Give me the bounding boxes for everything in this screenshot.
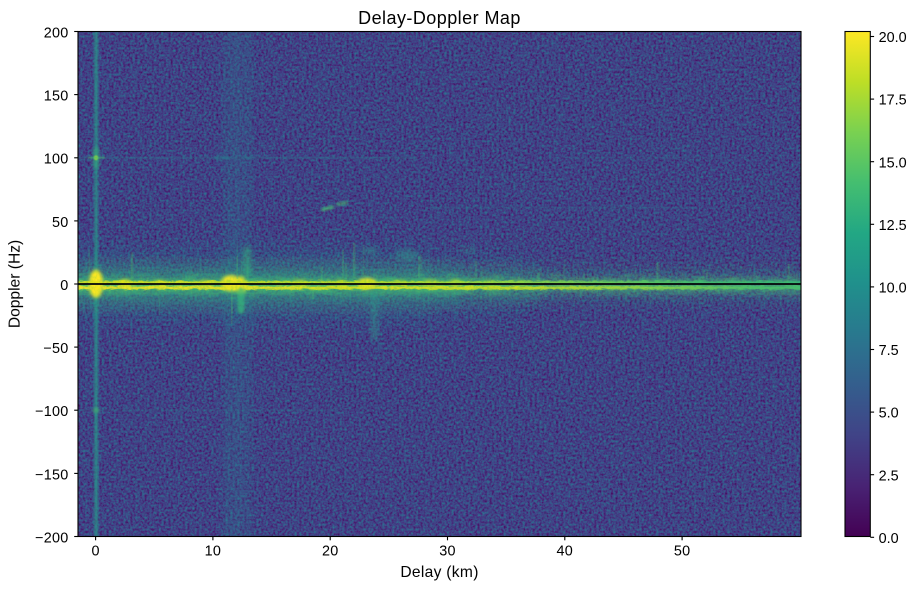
svg-text:−200: −200 — [35, 530, 68, 546]
svg-text:20.0: 20.0 — [879, 30, 907, 46]
svg-text:10: 10 — [205, 544, 222, 560]
svg-text:−100: −100 — [35, 404, 68, 420]
svg-text:40: 40 — [557, 544, 574, 560]
svg-text:12.5: 12.5 — [879, 218, 907, 234]
svg-text:15.0: 15.0 — [879, 155, 907, 171]
svg-text:−50: −50 — [43, 341, 68, 357]
svg-text:2.5: 2.5 — [879, 468, 899, 484]
svg-text:−150: −150 — [35, 467, 68, 483]
svg-text:100: 100 — [44, 152, 69, 168]
svg-text:200: 200 — [44, 25, 69, 41]
svg-text:30: 30 — [439, 544, 456, 560]
svg-text:5.0: 5.0 — [879, 406, 899, 422]
svg-text:7.5: 7.5 — [879, 343, 899, 359]
svg-text:17.5: 17.5 — [879, 93, 907, 109]
svg-text:0: 0 — [60, 278, 68, 294]
svg-text:0.0: 0.0 — [879, 531, 899, 547]
svg-text:Delay-Doppler Map: Delay-Doppler Map — [358, 8, 521, 28]
svg-text:0: 0 — [91, 544, 99, 560]
svg-text:50: 50 — [52, 215, 69, 231]
svg-text:Doppler (Hz): Doppler (Hz) — [7, 240, 24, 328]
svg-text:Delay (km): Delay (km) — [400, 564, 478, 581]
svg-text:150: 150 — [44, 89, 69, 105]
svg-text:10.0: 10.0 — [879, 281, 907, 297]
svg-text:50: 50 — [674, 544, 691, 560]
svg-text:20: 20 — [322, 544, 339, 560]
